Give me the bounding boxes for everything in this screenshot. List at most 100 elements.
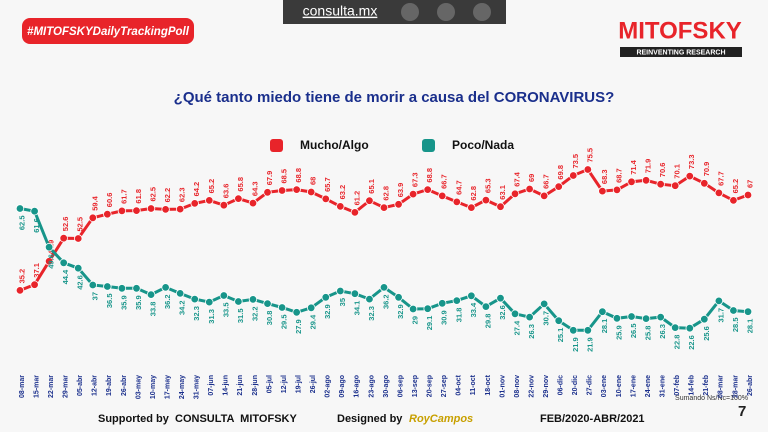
point bbox=[423, 304, 432, 313]
point bbox=[146, 290, 156, 299]
point bbox=[729, 196, 738, 205]
point bbox=[219, 291, 229, 300]
data-label: 64.2 bbox=[192, 182, 201, 197]
x-tick-label: 10-may bbox=[150, 375, 157, 399]
x-tick-label: 08-mar bbox=[19, 375, 26, 398]
x-tick-label: 02-ago bbox=[325, 375, 332, 398]
x-tick-label: 06-sep bbox=[397, 375, 404, 397]
legend-swatch bbox=[270, 139, 283, 152]
point bbox=[234, 297, 243, 306]
data-label: 21.9 bbox=[585, 337, 594, 352]
x-tick-label: 05-abr bbox=[77, 375, 84, 396]
x-tick-label: 05-jul bbox=[266, 375, 273, 393]
point bbox=[263, 299, 272, 308]
footer-period: FEB/2020-ABR/2021 bbox=[540, 413, 645, 425]
x-tick-label: 22-mar bbox=[48, 375, 55, 398]
point bbox=[612, 314, 622, 323]
data-label: 70.1 bbox=[673, 164, 682, 179]
data-label: 30.8 bbox=[265, 311, 274, 326]
data-label: 34.1 bbox=[352, 301, 361, 316]
youtube-icon[interactable] bbox=[473, 3, 491, 21]
data-label: 36.5 bbox=[105, 294, 114, 309]
data-label: 66.7 bbox=[542, 174, 551, 189]
point bbox=[336, 202, 345, 211]
facebook-icon[interactable] bbox=[437, 3, 455, 21]
point bbox=[438, 299, 447, 308]
x-tick-label: 19-abr bbox=[106, 375, 113, 396]
point bbox=[598, 186, 607, 196]
point bbox=[205, 297, 214, 307]
data-label: 25.6 bbox=[702, 326, 711, 341]
data-label: 65.8 bbox=[236, 177, 245, 192]
point bbox=[277, 186, 287, 195]
data-label: 62.8 bbox=[381, 186, 390, 201]
data-label: 32.3 bbox=[192, 306, 201, 321]
point bbox=[481, 302, 491, 311]
data-label: 37 bbox=[90, 292, 99, 300]
data-label: 36.2 bbox=[381, 294, 390, 309]
site[interactable]: consulta.mx bbox=[303, 3, 378, 19]
data-label: 62.3 bbox=[178, 187, 187, 202]
hashtag: #MITOFSKYDailyTrackingPoll bbox=[27, 26, 190, 38]
data-label: 44.4 bbox=[61, 269, 70, 284]
point bbox=[248, 295, 258, 304]
x-tick-label: 03-may bbox=[135, 375, 142, 399]
point bbox=[627, 177, 636, 186]
point bbox=[700, 179, 709, 188]
data-label: 25.9 bbox=[614, 325, 623, 340]
point bbox=[612, 185, 622, 195]
point bbox=[743, 190, 753, 200]
twitter-icon[interactable] bbox=[401, 3, 419, 21]
data-label: 42.6 bbox=[76, 275, 85, 290]
x-tick-label: 27-sep bbox=[441, 375, 448, 397]
point bbox=[569, 326, 578, 335]
x-tick-label: 14-feb bbox=[689, 375, 696, 396]
point bbox=[525, 184, 534, 194]
point bbox=[394, 200, 403, 209]
data-label: 32.2 bbox=[250, 306, 259, 321]
x-tick-label: 08-nov bbox=[514, 375, 521, 398]
point bbox=[408, 304, 418, 314]
data-label: 26.5 bbox=[629, 324, 638, 339]
x-tick-label: 03-ene bbox=[601, 375, 608, 397]
x-tick-label: 15-mar bbox=[33, 375, 40, 398]
data-label: 52.6 bbox=[61, 217, 70, 232]
x-tick-label: 19-jul bbox=[295, 375, 302, 393]
point bbox=[248, 198, 258, 208]
data-label: 29.5 bbox=[280, 315, 289, 330]
point bbox=[321, 194, 330, 204]
data-label: 34.2 bbox=[178, 300, 187, 315]
point bbox=[554, 316, 563, 325]
x-tick-label: 10-ene bbox=[616, 375, 623, 397]
point bbox=[685, 171, 694, 181]
data-label: 35.9 bbox=[134, 295, 143, 310]
x-tick-label: 12-jul bbox=[281, 375, 288, 393]
data-label: 28.1 bbox=[745, 319, 754, 334]
data-label: 61.8 bbox=[134, 189, 143, 204]
data-label: 69.8 bbox=[556, 165, 565, 180]
data-label: 71.4 bbox=[629, 159, 638, 174]
x-tick-label: 30-ago bbox=[383, 375, 390, 398]
point bbox=[15, 286, 25, 295]
brand: MITOFSKY bbox=[618, 17, 742, 44]
point bbox=[30, 280, 39, 289]
data-label: 68 bbox=[309, 177, 318, 185]
point bbox=[15, 204, 25, 213]
data-label: 61.7 bbox=[119, 189, 128, 204]
point bbox=[336, 286, 345, 296]
data-label: 32.3 bbox=[367, 306, 376, 321]
point bbox=[175, 289, 185, 298]
legend-label: Mucho/Algo bbox=[300, 138, 369, 152]
data-label: 22.6 bbox=[687, 335, 696, 350]
point bbox=[685, 324, 694, 333]
data-label: 29.8 bbox=[483, 314, 492, 329]
data-label: 65.1 bbox=[367, 179, 376, 194]
page-number: 7 bbox=[738, 403, 746, 420]
data-label: 66.7 bbox=[440, 174, 449, 189]
data-label: 31.5 bbox=[236, 309, 245, 324]
point bbox=[539, 299, 549, 309]
data-label: 33.8 bbox=[149, 302, 158, 317]
point bbox=[263, 188, 272, 197]
data-label: 62.5 bbox=[149, 187, 158, 202]
point bbox=[161, 283, 170, 292]
